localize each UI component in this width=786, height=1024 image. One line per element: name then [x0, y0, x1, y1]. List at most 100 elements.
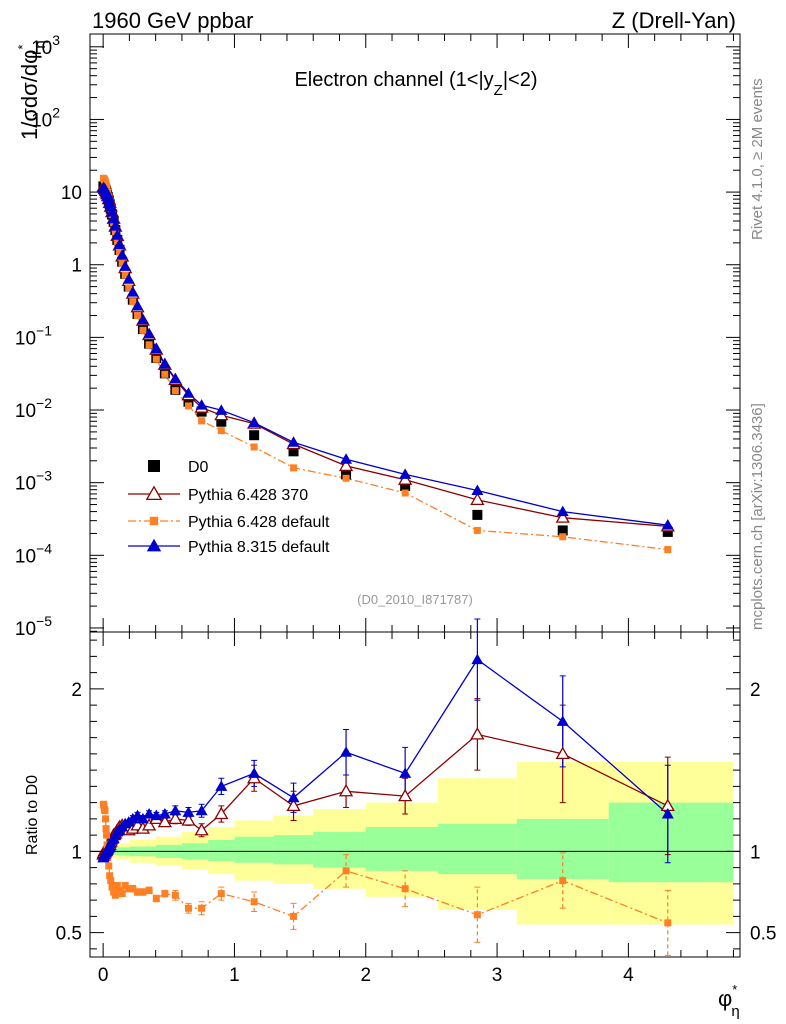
ratio-panel: 0.5 0.5 1 1 2 2 0 1 2 3 4 Ratio to D0 φ* η — [24, 618, 776, 1020]
analysis-id: (D0_2010_I871787) — [357, 592, 473, 607]
ratio-point-pythia-6-428-default — [217, 890, 225, 898]
point-pythia-8-315-default — [471, 484, 484, 496]
legend-marker — [149, 516, 159, 526]
point-d0 — [662, 526, 673, 537]
ratio-point-pythia-6-428-default — [473, 911, 481, 919]
ratio-point-pythia-8-315-default — [287, 791, 300, 803]
point-pythia-8-315-default — [169, 372, 182, 384]
ratio-y-tick-label-right: 2 — [750, 680, 761, 701]
right-title: Z (Drell-Yan) — [612, 8, 736, 33]
subtitle-main: Electron channel (1<|y — [294, 69, 493, 91]
subtitle-end: |<2) — [503, 69, 538, 91]
ratio-point-pythia-6-428-default — [107, 877, 115, 885]
ratio-point-pythia-6-428-370 — [194, 822, 209, 836]
point-pythia-6-428-default — [664, 546, 672, 554]
inner-band-segment — [208, 840, 235, 862]
ratio-point-pythia-6-428-370 — [168, 811, 183, 825]
ratio-point-pythia-8-315-default — [136, 812, 149, 824]
ratio-point-pythia-8-315-default — [158, 808, 171, 819]
point-d0 — [216, 416, 227, 427]
point-pythia-6-428-370 — [470, 492, 485, 506]
point-pythia-6-428-default — [113, 237, 121, 245]
inner-band-segment — [273, 835, 314, 865]
main-y-label: 1/σdσ/dφ* η — [15, 40, 49, 140]
ratio-point-pythia-8-315-default — [195, 804, 208, 816]
ratio-point-pythia-6-428-370 — [181, 813, 196, 826]
ratio-frame — [89, 631, 741, 958]
point-d0 — [249, 430, 260, 441]
point-d0 — [288, 446, 299, 457]
ratio-point-pythia-8-315-default — [150, 809, 163, 821]
point-pythia-6-428-default — [129, 298, 137, 306]
point-pythia-6-428-default — [125, 284, 133, 292]
x-axis-label: φ* η — [718, 982, 740, 1020]
ratio-y-tick-label: 1 — [71, 842, 82, 863]
ratio-point-pythia-8-315-default — [215, 780, 228, 791]
point-pythia-8-315-default — [111, 229, 124, 240]
ratio-point-pythia-8-315-default — [471, 653, 484, 665]
ratio-point-pythia-6-428-default — [401, 885, 409, 893]
ratio-point-pythia-6-428-default — [111, 891, 119, 899]
ratio-point-pythia-8-315-default — [399, 767, 412, 778]
ratio-point-pythia-6-428-370 — [157, 814, 172, 828]
inner-band-segment — [234, 836, 274, 863]
ratio-point-pythia-6-428-default — [184, 904, 192, 912]
main-y-tick-label: 1 — [71, 256, 82, 277]
point-pythia-8-315-default — [215, 404, 228, 415]
ratio-point-pythia-6-428-default — [664, 919, 672, 927]
point-d0 — [183, 396, 194, 407]
point-pythia-8-315-default — [150, 342, 163, 354]
ratio-point-pythia-6-428-default — [161, 890, 169, 898]
inner-band-segment — [516, 818, 609, 879]
point-pythia-8-315-default — [119, 260, 132, 271]
legend-marker — [148, 460, 160, 472]
main-x-axis — [102, 34, 734, 632]
main-y-tick-label: 10−3 — [15, 468, 52, 495]
legend: D0 Pythia 6.428 370 Pythia 6.428 default Py… — [128, 459, 330, 556]
ratio-point-pythia-6-428-default — [559, 877, 567, 885]
ratio-point-pythia-6-428-default — [139, 888, 147, 896]
ratio-point-pythia-6-428-default — [103, 831, 111, 839]
ratio-y-axis: 0.5 0.5 1 1 2 2 — [56, 639, 776, 950]
point-d0 — [557, 525, 568, 536]
ratio-point-pythia-6-428-default — [125, 885, 133, 893]
ratio-point-pythia-8-315-default — [340, 746, 353, 757]
main-y-tick-label: 102 — [31, 104, 60, 131]
ratio-point-pythia-6-428-default — [152, 895, 160, 902]
legend-label: Pythia 8.315 default — [188, 539, 330, 556]
point-pythia-8-315-default — [107, 212, 120, 224]
point-pythia-8-315-default — [661, 519, 674, 530]
point-pythia-8-315-default — [116, 249, 129, 260]
main-y-tick-label: 10 — [61, 183, 82, 204]
ratio-point-pythia-6-428-default — [129, 885, 137, 893]
ratio-point-pythia-6-428-370 — [398, 788, 413, 802]
point-pythia-6-428-default — [161, 370, 169, 378]
ratio-point-pythia-6-428-370 — [214, 806, 229, 820]
x-tick-label: 1 — [229, 965, 240, 986]
x-tick-label: 4 — [623, 965, 634, 986]
legend-label: D0 — [188, 459, 209, 476]
point-pythia-6-428-default — [134, 312, 142, 320]
point-pythia-6-428-370 — [338, 458, 354, 472]
ratio-point-pythia-6-428-370 — [141, 818, 157, 831]
ratio-point-pythia-6-428-default — [108, 883, 116, 891]
ratio-point-pythia-8-315-default — [556, 715, 569, 726]
main-y-label-main: 1/σdσ/dφ — [17, 50, 42, 140]
ratio-point-pythia-6-428-default — [102, 825, 110, 833]
point-d0 — [472, 509, 483, 520]
rivet-label: Rivet 4.1.0, ≥ 2M events — [749, 78, 766, 240]
point-pythia-8-315-default — [136, 313, 149, 325]
x-tick-label: 2 — [360, 965, 371, 986]
point-pythia-6-428-default — [250, 443, 258, 451]
ratio-y-tick-label-right: 1 — [750, 842, 761, 863]
point-pythia-6-428-default — [116, 248, 124, 256]
point-pythia-8-315-default — [143, 327, 156, 339]
ratio-point-pythia-6-428-default — [121, 882, 129, 889]
point-pythia-6-428-default — [139, 326, 147, 334]
point-pythia-8-315-default — [182, 387, 195, 398]
point-pythia-6-428-default — [290, 464, 298, 472]
ratio-point-pythia-6-428-default — [118, 890, 126, 898]
point-pythia-6-428-default — [145, 341, 153, 349]
